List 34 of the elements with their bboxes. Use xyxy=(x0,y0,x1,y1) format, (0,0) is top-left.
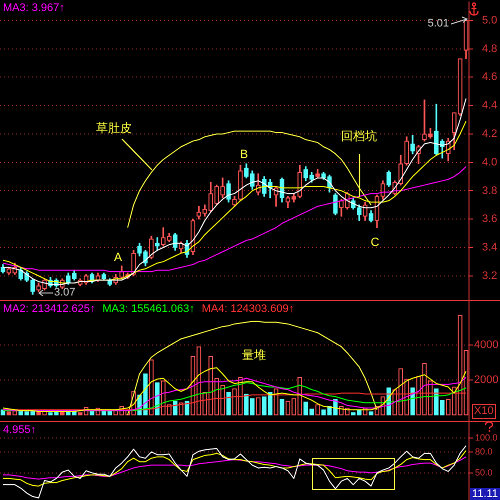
text: MA4: 124303.609↑ xyxy=(202,303,294,315)
y-tick-label: 4.0 xyxy=(482,156,498,168)
bar xyxy=(226,392,231,416)
annotation: 草肚皮 xyxy=(96,121,132,135)
annotation: B xyxy=(240,147,248,161)
text: MA3: 3.967↑ xyxy=(3,2,65,14)
bar xyxy=(184,400,190,416)
candlestick xyxy=(422,100,427,142)
annotation: 5.01 xyxy=(428,18,449,30)
text: MA2: 213412.625↑ xyxy=(3,303,96,315)
annotation: 回档坑 xyxy=(341,129,377,143)
annotation: 量堆 xyxy=(242,348,266,362)
y-tick-label: 3.6 xyxy=(482,213,498,226)
y-tick-label: 4.6 xyxy=(482,71,498,84)
text: MA3: 155461.063↑ xyxy=(102,303,195,315)
annotation: A xyxy=(114,250,122,264)
y-tick-label: 4.8 xyxy=(482,42,498,55)
y-axis-title: X10 xyxy=(472,404,496,419)
y-tick-label: 100.0 xyxy=(475,432,498,442)
y-tick-label: 3.4 xyxy=(482,242,498,254)
text: 11.11 xyxy=(470,488,500,500)
y-tick-label: 4000 xyxy=(474,339,498,351)
annotation: C xyxy=(370,235,380,249)
y-tick-label: 3.2 xyxy=(482,270,498,282)
y-tick-label: 4.4 xyxy=(482,100,498,112)
y-tick-label: 3.8 xyxy=(482,184,498,197)
bar xyxy=(280,398,284,416)
text: 4.955↑ xyxy=(3,424,36,436)
y-tick-label: 5.0 xyxy=(482,14,498,26)
y-tick-label: 4.2 xyxy=(482,128,498,140)
y-tick-label: 2000 xyxy=(474,374,498,386)
annotation: 3.07 xyxy=(54,286,76,298)
y-tick-label: 50.0 xyxy=(475,467,493,478)
y-tick-label: 80.0 xyxy=(475,446,493,456)
